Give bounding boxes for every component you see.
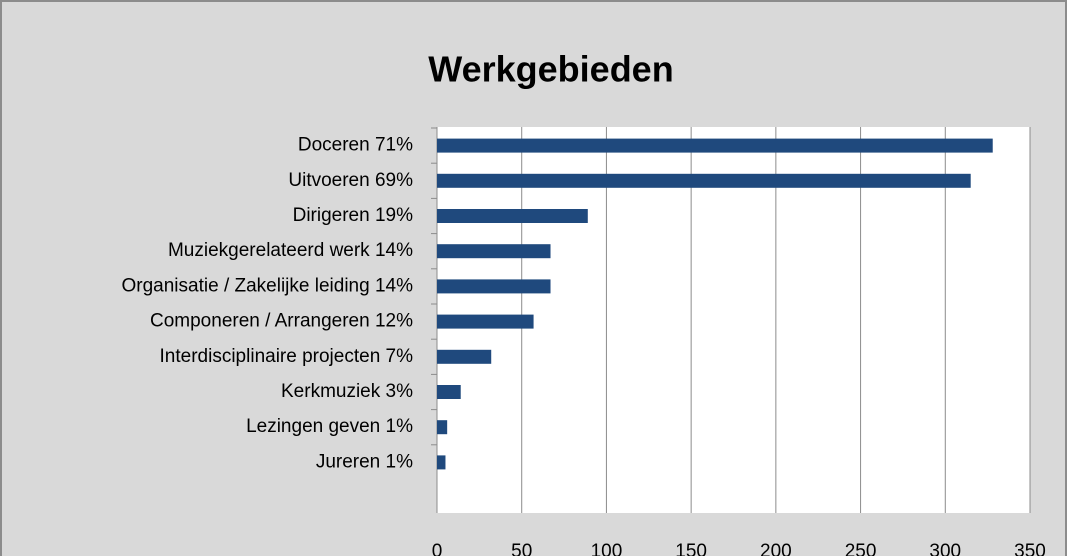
y-tick-label: Uitvoeren 69% — [288, 170, 413, 191]
x-tick-label: 250 — [845, 541, 877, 556]
y-tick-label: Lezingen geven 1% — [246, 416, 413, 437]
x-tick-label: 150 — [675, 541, 707, 556]
bar — [437, 173, 971, 188]
bar — [437, 349, 492, 364]
x-tick-label: 350 — [1014, 541, 1046, 556]
y-tick-label: Kerkmuziek 3% — [281, 381, 413, 402]
y-tick-label: Muziekgerelateerd werk 14% — [168, 240, 413, 261]
y-tick-label: Doceren 71% — [298, 135, 413, 156]
x-tick-label: 0 — [432, 541, 443, 556]
plot-area — [437, 127, 1030, 513]
bar — [437, 455, 446, 470]
bar — [437, 138, 993, 153]
y-tick-label: Interdisciplinaire projecten 7% — [160, 346, 414, 367]
bar — [437, 209, 588, 223]
bar — [437, 420, 448, 435]
x-tick-label: 200 — [760, 541, 792, 556]
bar — [437, 244, 551, 259]
bar — [437, 314, 534, 329]
y-tick-label: Jureren 1% — [316, 451, 413, 472]
bar — [437, 385, 461, 399]
x-tick-label: 300 — [929, 541, 961, 556]
y-tick-label: Dirigeren 19% — [293, 205, 413, 226]
x-tick-label: 50 — [511, 541, 532, 556]
bar — [437, 279, 551, 294]
chart-title: Werkgebieden — [428, 49, 673, 90]
y-tick-label: Organisatie / Zakelijke leiding 14% — [122, 275, 414, 296]
y-tick-label: Componeren / Arrangeren 12% — [150, 311, 413, 332]
x-tick-label: 100 — [591, 541, 623, 556]
